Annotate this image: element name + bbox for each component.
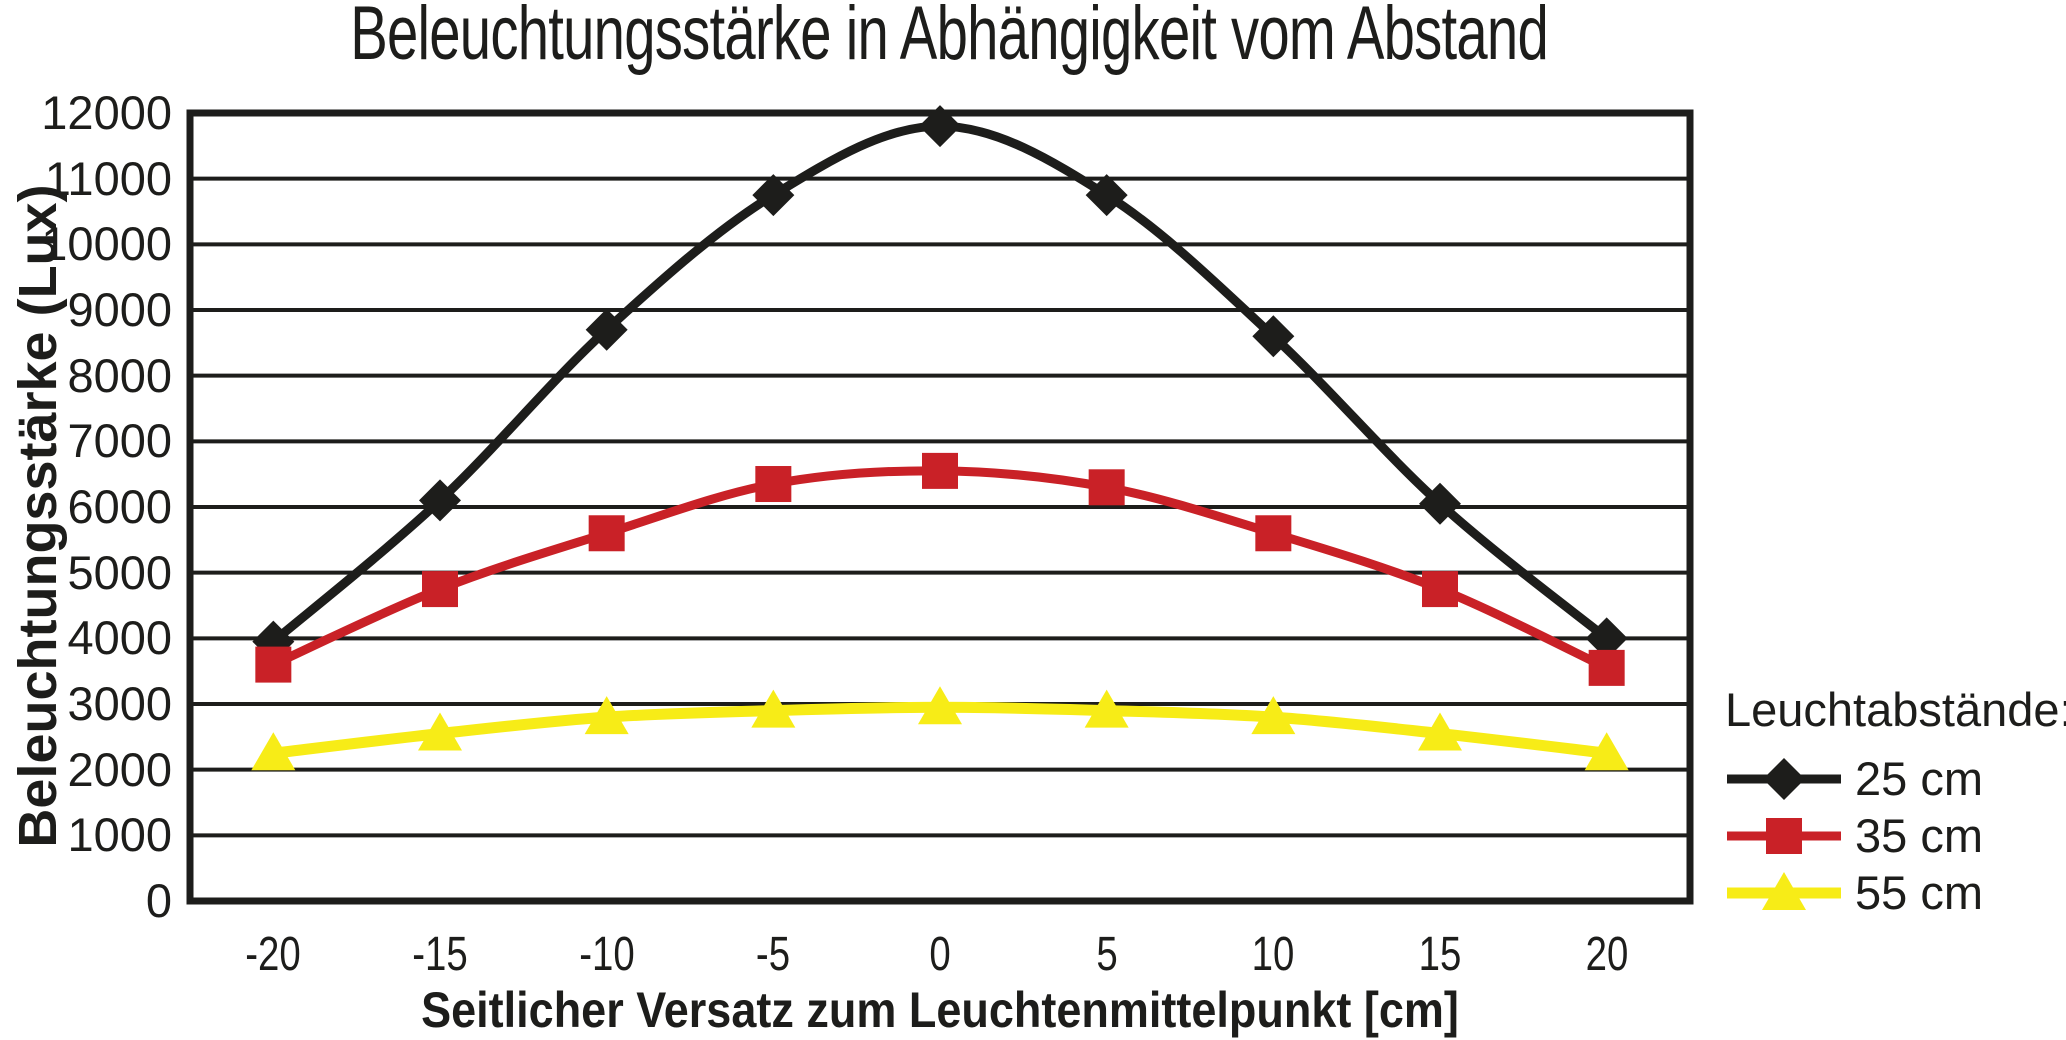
x-axis-title: Seitlicher Versatz zum Leuchtenmittelpun… [421,982,1459,1038]
marker-diamond [1763,757,1805,800]
y-tick-label: 10000 [41,217,172,271]
marker-triangle [1251,696,1296,735]
marker-diamond [585,308,628,351]
marker-triangle [1084,689,1129,728]
y-tick-label: 1000 [67,808,172,862]
chart-title: Beleuchtungsstärke in Abhängigkeit vom A… [350,0,1549,76]
x-tick-label: 20 [1585,928,1629,981]
series-line-25-cm [270,121,1610,646]
marker-square [1588,649,1625,686]
marker-square [1766,817,1802,854]
marker-diamond [1585,617,1628,660]
marker-diamond [1085,174,1128,217]
marker-square [922,452,958,489]
y-tick-label: 2000 [67,742,172,796]
y-tick-label: 6000 [67,480,172,533]
marker-square [1255,515,1292,552]
marker-triangle [751,689,796,728]
x-tick-label: -20 [245,928,302,981]
legend-label: 35 cm [1855,809,1983,862]
y-tick-label: 8000 [67,348,172,402]
legend-items: 25 cm 35 cm 55 cm [1725,750,2065,921]
legend-label: 55 cm [1855,866,1983,919]
legend-label: 25 cm [1855,752,1983,805]
x-tick-label: -5 [756,928,791,981]
marker-triangle [418,712,462,751]
x-tick-label: 15 [1418,928,1462,981]
legend-swatch [1727,871,1841,910]
marker-diamond [419,479,461,522]
marker-square [755,466,792,503]
marker-triangle [1762,871,1806,910]
y-tick-label: 4000 [67,611,172,665]
marker-triangle [918,686,962,725]
marker-diamond [1252,315,1295,358]
marker-diamond [252,620,295,663]
marker-square [255,646,292,683]
y-tick-label: 3000 [67,677,172,730]
marker-square [1422,571,1458,608]
marker-diamond [1419,482,1461,525]
y-tick-label: 7000 [67,414,172,468]
marker-triangle [1584,732,1629,771]
marker-triangle [584,696,629,735]
legend-swatch [1727,757,1841,800]
legend-item-35-cm: 35 cm [1725,807,2065,864]
x-tick-label: -15 [412,928,468,981]
marker-triangle [251,732,296,771]
x-tick-label: -10 [578,928,635,981]
x-tick-label: 0 [929,928,951,981]
y-tick-label: 9000 [67,283,172,336]
marker-square [588,515,625,552]
x-tick-label: 10 [1251,928,1295,981]
marker-triangle [1418,712,1462,751]
y-tick-label: 11000 [44,151,172,205]
marker-square [1088,469,1125,506]
legend-swatch [1727,817,1841,854]
legend: Leuchtabstände: 25 cm 35 cm 55 cm [1725,683,2066,921]
marker-diamond [752,174,795,217]
marker-square [422,571,458,608]
y-tick-label: 12000 [41,86,172,139]
y-tick-label: 0 [145,874,172,927]
y-tick-label: 5000 [67,545,172,599]
plot-area [186,105,1694,905]
marker-diamond [919,105,961,148]
legend-item-55-cm: 55 cm [1725,864,2065,921]
legend-title: Leuchtabstände: [1725,683,2066,736]
legend-item-25-cm: 25 cm [1725,750,2065,807]
plot-frame [186,109,1694,905]
x-tick-label: 5 [1095,928,1118,981]
